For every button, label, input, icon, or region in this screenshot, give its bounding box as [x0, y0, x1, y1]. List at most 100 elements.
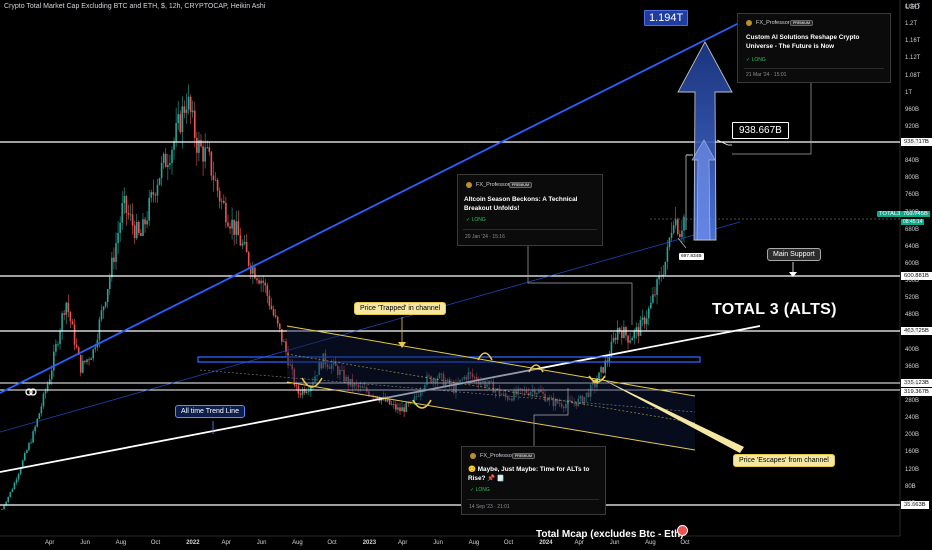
- candle-body: [61, 313, 63, 332]
- bottom-caption: Total Mcap (excludes Btc - Eth): [536, 529, 684, 540]
- candle-body: [252, 267, 254, 274]
- escape-pointer: [598, 377, 744, 453]
- x-tick-label: Oct: [150, 540, 161, 546]
- candle-body: [502, 393, 505, 395]
- candle-body: [293, 369, 296, 386]
- candle-body: [459, 379, 461, 384]
- candle-body: [594, 382, 596, 388]
- y-tick-label: 1T: [905, 89, 913, 96]
- candle-body: [177, 114, 180, 123]
- marker-697-label: 697.834B: [679, 253, 704, 260]
- candle-body: [167, 164, 169, 168]
- candle-body: [587, 392, 590, 397]
- y-tick-label: 880B: [905, 141, 920, 148]
- candle-body: [465, 376, 468, 380]
- candle-body: [357, 384, 360, 388]
- x-tick-label: Apr: [398, 540, 408, 546]
- idea-card-3[interactable]: FX_Professor PREMIUM 🙂 Maybe, Just Maybe…: [461, 446, 606, 515]
- candle-body: [328, 367, 331, 369]
- candle-body: [299, 393, 302, 395]
- y-tick-label: 1.2T: [905, 21, 918, 28]
- x-tick-label: Apr: [45, 540, 55, 546]
- idea-title[interactable]: Custom AI Solutions Reshape Crypto Unive…: [746, 34, 860, 51]
- candle-body: [565, 403, 567, 409]
- candle-body: [202, 146, 204, 162]
- candle-body: [7, 496, 10, 502]
- candle-body: [529, 391, 532, 396]
- candle-body: [98, 319, 101, 340]
- candle-body: [368, 391, 370, 396]
- candle-body: [426, 375, 428, 385]
- candle-body: [185, 109, 188, 113]
- candle-body: [295, 385, 298, 387]
- idea-time: 20 Jan '24 · 15:16: [465, 234, 505, 240]
- candle-body: [264, 282, 267, 286]
- y-tick-label: 840B: [905, 158, 920, 165]
- candle-body: [254, 267, 256, 279]
- candle-body: [621, 330, 623, 338]
- candle-body: [281, 329, 283, 342]
- candle-body: [506, 397, 509, 400]
- y-tick-label: 320B: [905, 380, 920, 387]
- y-tick-label: 960B: [905, 106, 920, 113]
- candle-body: [405, 402, 408, 412]
- idea-title[interactable]: Altcoin Season Beckons: A Technical Brea…: [464, 196, 578, 213]
- candle-body: [573, 402, 575, 404]
- currency-label[interactable]: USD: [905, 4, 920, 11]
- candle-body: [303, 389, 306, 393]
- candle-body: [442, 374, 445, 386]
- candle-body: [17, 473, 20, 480]
- candle-body: [150, 192, 153, 198]
- candle-body: [326, 364, 329, 368]
- idea-card-2[interactable]: FX_Professor PREMIUM Altcoin Season Beck…: [457, 174, 603, 246]
- candle-body: [656, 279, 658, 295]
- candle-body: [119, 222, 121, 233]
- candle-body: [34, 426, 36, 432]
- candle-body: [378, 399, 381, 402]
- candle-body: [546, 400, 548, 402]
- x-tick-label: 2024: [539, 540, 553, 546]
- candle-body: [591, 382, 594, 385]
- candle-body: [94, 347, 97, 350]
- candle-body: [287, 351, 289, 366]
- candle-body: [108, 277, 111, 289]
- resistance-band: [197, 356, 701, 363]
- candle-body: [46, 384, 49, 391]
- trapped-label: Price 'Trapped' in channel: [354, 302, 447, 315]
- candle-body: [341, 369, 343, 371]
- candle-body: [133, 225, 136, 239]
- candle-body: [220, 200, 223, 202]
- x-tick-label: Aug: [115, 540, 127, 546]
- y-tick-label: 40B: [905, 500, 916, 507]
- candle-body: [606, 360, 609, 362]
- stop-icon[interactable]: [677, 525, 688, 536]
- candle-body: [604, 360, 607, 373]
- candle-body: [86, 359, 88, 363]
- candle-body: [618, 327, 621, 331]
- candle-body: [612, 337, 615, 342]
- candle-body: [542, 392, 544, 394]
- candle-body: [53, 351, 55, 371]
- candle-body: [239, 235, 242, 246]
- candle-body: [146, 220, 148, 225]
- level-tag-938: 938.317B: [901, 138, 932, 146]
- candle-body: [312, 382, 314, 387]
- candle-body: [654, 294, 656, 296]
- y-tick-label: 600B: [905, 261, 920, 267]
- idea-title[interactable]: 🙂 Maybe, Just Maybe: Time for ALTs to Ri…: [468, 466, 590, 483]
- candle-body: [527, 392, 530, 396]
- candle-body: [140, 232, 142, 236]
- x-tick-label: Jun: [609, 540, 620, 546]
- candle-body: [353, 383, 356, 387]
- candle-body: [428, 375, 430, 377]
- candle-body: [471, 373, 474, 377]
- candle-body: [57, 344, 59, 345]
- idea-time: 21 Mar '24 · 15:01: [746, 72, 787, 78]
- candle-body: [390, 404, 393, 406]
- candle-body: [413, 396, 416, 401]
- candle-body: [446, 379, 449, 382]
- candle-body: [63, 313, 65, 315]
- candle-body: [90, 358, 92, 360]
- idea-card-1[interactable]: FX_Professor PREMIUM Custom AI Solutions…: [737, 13, 891, 83]
